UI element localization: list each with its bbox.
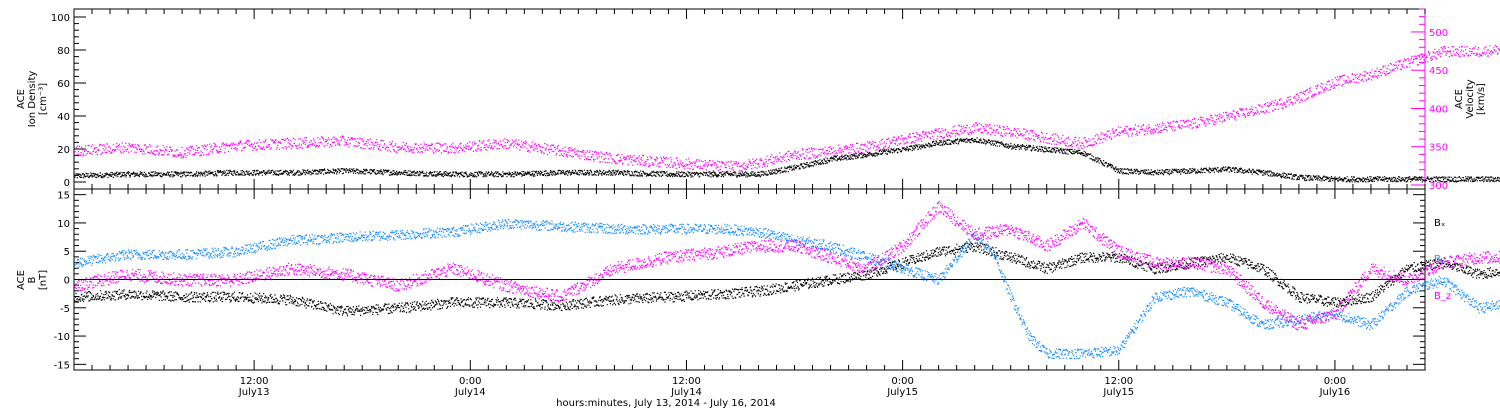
x-tick-date-label: July13: [238, 387, 270, 398]
x-axis-ticks: 12:00July130:00July1412:00July140:00July…: [73, 9, 1426, 398]
top-left-tick-label: 20: [57, 145, 70, 156]
legend-bx: Bₓ: [1434, 218, 1445, 229]
top-ylabel-right-3: [km/s]: [1476, 83, 1487, 115]
x-tick-date-label: July14: [454, 387, 486, 398]
top-left-tick-label: 80: [57, 46, 70, 57]
top-ylabel-left-3: [cm⁻³]: [38, 83, 49, 115]
top-ylabel-left-1: ACE: [16, 89, 27, 109]
top-left-tick-label: 100: [51, 13, 70, 24]
top-right-tick-label: 350: [1429, 143, 1448, 154]
bottom-ylabel-2: B: [27, 276, 38, 283]
top-right-axis-ticks: 300 350 400 450 500: [1411, 8, 1448, 192]
bottom-tick-label: -15: [54, 360, 70, 371]
x-tick-date-label: July15: [886, 387, 918, 398]
top-left-tick-label: 60: [57, 79, 70, 90]
x-tick-time-label: 0:00: [459, 376, 481, 387]
bz-points: [74, 200, 1500, 331]
bottom-ylabel-3: [nT]: [38, 270, 49, 290]
velocity-points: [74, 45, 1500, 173]
x-tick-time-label: 0:00: [1324, 376, 1346, 387]
top-ylabel-left-2: Ion Density: [27, 71, 38, 128]
bottom-tick-label: 10: [57, 219, 70, 230]
bz-series: [74, 200, 1500, 331]
bottom-ylabel-1: ACE: [16, 270, 27, 290]
bottom-tick-label: 5: [64, 247, 70, 258]
x-tick-time-label: 12:00: [672, 376, 701, 387]
bottom-panel-marks: [74, 200, 1500, 360]
x-tick-date-label: July15: [1102, 387, 1134, 398]
bottom-tick-label: 0: [64, 276, 70, 287]
bottom-tick-label: 15: [57, 191, 70, 202]
x-tick-date-label: July14: [670, 387, 702, 398]
top-right-tick-label: 400: [1429, 104, 1448, 115]
top-left-tick-label: 0: [64, 178, 70, 189]
bottom-axis-ticks: -15 -10 -5 0 5 10 15: [54, 188, 1425, 371]
top-left-tick-label: 40: [57, 112, 70, 123]
legend-bz: B_z: [1434, 291, 1451, 302]
legend-by: Bᵧ: [1434, 254, 1445, 265]
top-panel-marks: [74, 45, 1500, 183]
x-tick-time-label: 12:00: [240, 376, 269, 387]
top-right-tick-label: 500: [1429, 28, 1448, 39]
top-right-tick-label: 450: [1429, 66, 1448, 77]
top-right-tick-label: 300: [1429, 181, 1448, 192]
density-series: [74, 137, 1500, 183]
x-tick-time-label: 12:00: [1104, 376, 1133, 387]
density-points: [74, 137, 1500, 183]
bottom-tick-label: -5: [60, 304, 70, 315]
x-tick-time-label: 0:00: [891, 376, 913, 387]
bottom-tick-label: -10: [54, 332, 70, 343]
velocity-series: [74, 45, 1500, 173]
top-ylabel-right-1: ACE: [1454, 89, 1465, 109]
top-left-axis-ticks: 0 20 40 60 80 100: [51, 13, 86, 189]
x-axis-label: hours:minutes, July 13, 2014 - July 16, …: [556, 398, 776, 409]
x-tick-date-label: July16: [1319, 387, 1351, 398]
top-ylabel-right-2: Velocity: [1465, 79, 1476, 118]
